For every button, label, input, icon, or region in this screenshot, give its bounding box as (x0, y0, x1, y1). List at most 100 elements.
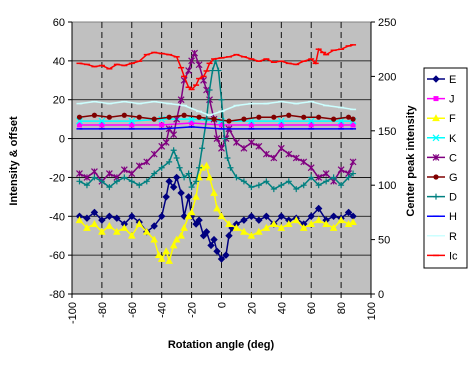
data-point (270, 186, 277, 193)
data-point (432, 134, 440, 142)
x-axis-label: Rotation angle (deg) (168, 339, 275, 351)
data-point (255, 142, 263, 150)
data-point (181, 112, 187, 118)
data-point (177, 189, 185, 197)
y2-tick-label: 250 (378, 17, 396, 29)
data-point (308, 174, 315, 181)
data-point (217, 212, 226, 220)
data-point (307, 164, 315, 172)
data-point (226, 118, 232, 124)
legend-entry-f: F (427, 113, 456, 125)
x-tick-label: -80 (97, 302, 109, 318)
data-point (202, 161, 211, 169)
series-j (76, 120, 356, 128)
data-point (247, 139, 255, 146)
data-point (224, 155, 231, 161)
data-point (293, 186, 300, 193)
legend-entry-r: R (427, 231, 457, 243)
data-point (211, 116, 217, 122)
data-point (315, 174, 323, 181)
data-point (184, 193, 193, 201)
data-point (91, 112, 98, 118)
y-tick-label: 40 (53, 56, 65, 68)
data-point (350, 170, 357, 177)
data-point (90, 208, 99, 217)
data-point (330, 174, 337, 181)
data-point (128, 170, 136, 177)
data-point (143, 178, 150, 185)
data-point (181, 174, 188, 181)
data-point (199, 232, 208, 240)
data-point (314, 216, 323, 224)
data-point (207, 241, 215, 250)
data-point (284, 220, 293, 227)
data-point (322, 170, 330, 177)
data-point (307, 220, 316, 227)
data-point (277, 117, 285, 125)
data-point (432, 153, 440, 161)
data-point (433, 96, 439, 102)
data-point (213, 135, 221, 142)
data-point (162, 247, 171, 255)
data-point (172, 173, 181, 182)
data-point (349, 218, 357, 226)
data-point (232, 223, 241, 231)
data-point (154, 251, 163, 259)
data-point (219, 122, 224, 128)
data-point (98, 227, 106, 235)
data-point (159, 122, 165, 128)
data-point (150, 222, 158, 230)
data-point (172, 235, 181, 243)
data-point (240, 144, 248, 152)
series-g (76, 112, 356, 124)
data-point (187, 208, 196, 216)
legend-label: E (449, 74, 456, 86)
data-point (83, 174, 91, 181)
legend-entry-c: C (427, 152, 457, 164)
legend-label: Ic (449, 250, 458, 262)
data-point (240, 178, 247, 185)
x-tick-label: -20 (187, 302, 199, 318)
data-point (209, 67, 216, 74)
data-point (247, 212, 256, 220)
data-point (218, 96, 225, 103)
data-point (210, 188, 218, 196)
x-tick-label: 40 (276, 302, 288, 314)
data-point (166, 114, 172, 120)
data-point (192, 220, 200, 228)
data-point (136, 182, 143, 189)
data-point (150, 150, 158, 158)
data-point (162, 193, 170, 201)
data-point (301, 114, 307, 120)
data-point (218, 144, 225, 152)
data-point (345, 174, 352, 181)
data-point (135, 162, 143, 170)
data-point (314, 204, 323, 213)
data-point (233, 139, 240, 146)
data-point (307, 212, 315, 220)
data-point (222, 251, 230, 259)
data-point (98, 178, 105, 185)
x-tick-label: -100 (67, 302, 79, 324)
data-point (349, 158, 357, 166)
data-point (143, 158, 151, 166)
data-point (262, 150, 270, 158)
data-point (83, 214, 91, 222)
data-point (105, 221, 114, 229)
data-point (315, 182, 322, 189)
legend-label: F (449, 113, 456, 125)
data-point (278, 122, 284, 128)
data-point (300, 158, 308, 166)
data-point (271, 114, 277, 120)
legend-label: K (449, 133, 457, 145)
data-point (76, 114, 83, 120)
data-point (185, 67, 193, 74)
data-point (338, 182, 345, 189)
data-point (337, 166, 345, 174)
data-point (170, 147, 177, 154)
data-point (184, 212, 193, 220)
data-point (191, 49, 199, 57)
data-point (127, 231, 136, 239)
data-point (285, 178, 292, 185)
